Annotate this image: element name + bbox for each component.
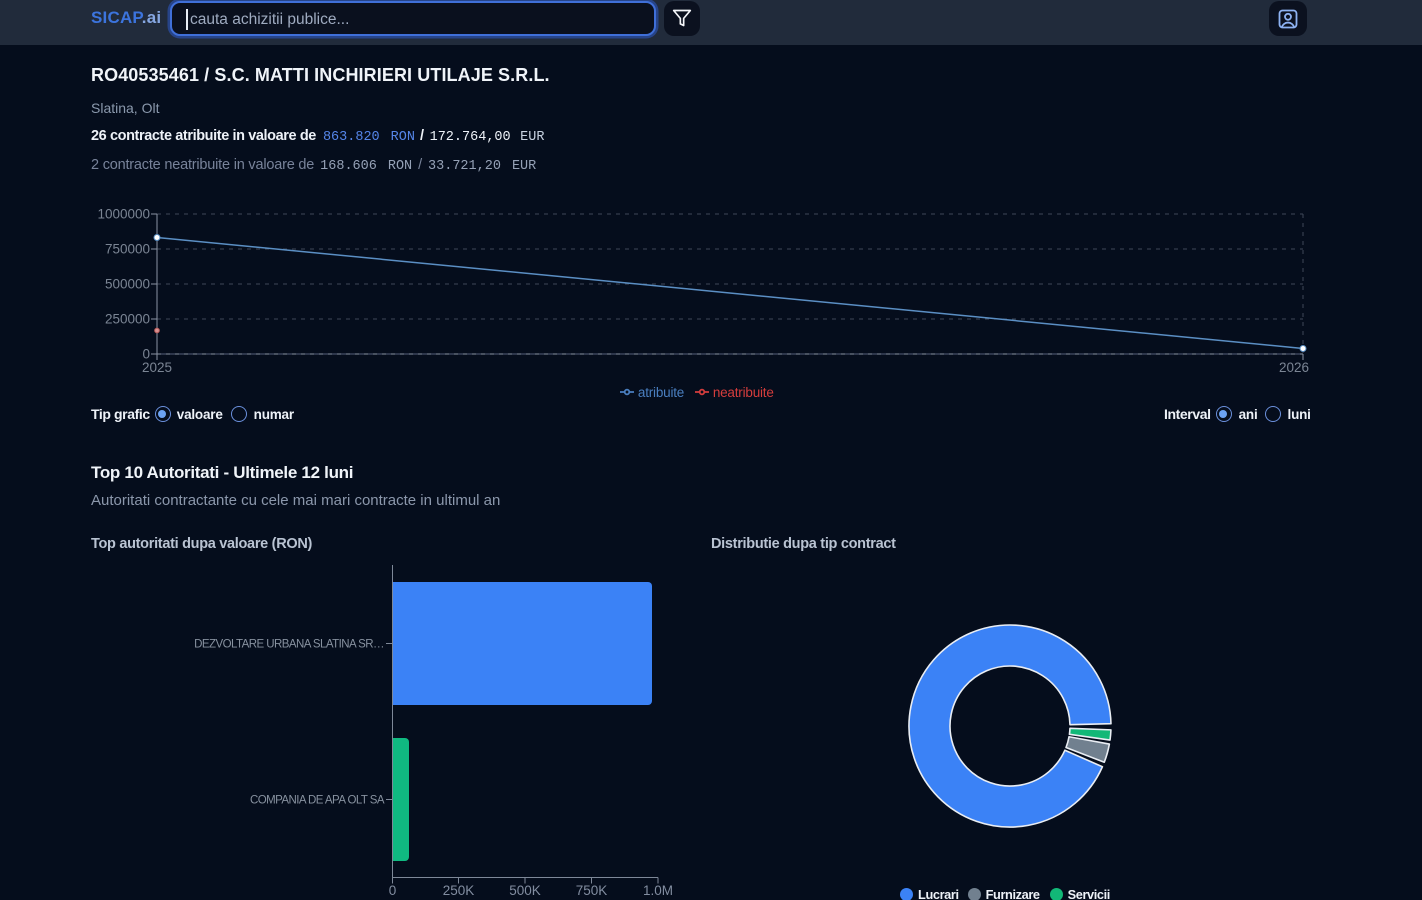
svg-text:1.0M: 1.0M xyxy=(643,883,673,898)
svg-text:750000: 750000 xyxy=(105,242,150,257)
svg-text:2025: 2025 xyxy=(142,360,172,375)
svg-text:250000: 250000 xyxy=(105,312,150,327)
svg-text:DEZVOLTARE URBANA SLATINA SR…: DEZVOLTARE URBANA SLATINA SR… xyxy=(194,639,384,651)
svg-text:500K: 500K xyxy=(509,883,541,898)
svg-text:500000: 500000 xyxy=(105,277,150,292)
svg-text:2026: 2026 xyxy=(1279,360,1309,375)
svg-text:0: 0 xyxy=(389,883,397,898)
svg-text:750K: 750K xyxy=(576,883,608,898)
svg-text:COMPANIA DE APA OLT SA: COMPANIA DE APA OLT SA xyxy=(250,795,385,807)
svg-text:250K: 250K xyxy=(443,883,475,898)
svg-text:0: 0 xyxy=(142,347,150,362)
svg-text:1000000: 1000000 xyxy=(97,207,150,222)
